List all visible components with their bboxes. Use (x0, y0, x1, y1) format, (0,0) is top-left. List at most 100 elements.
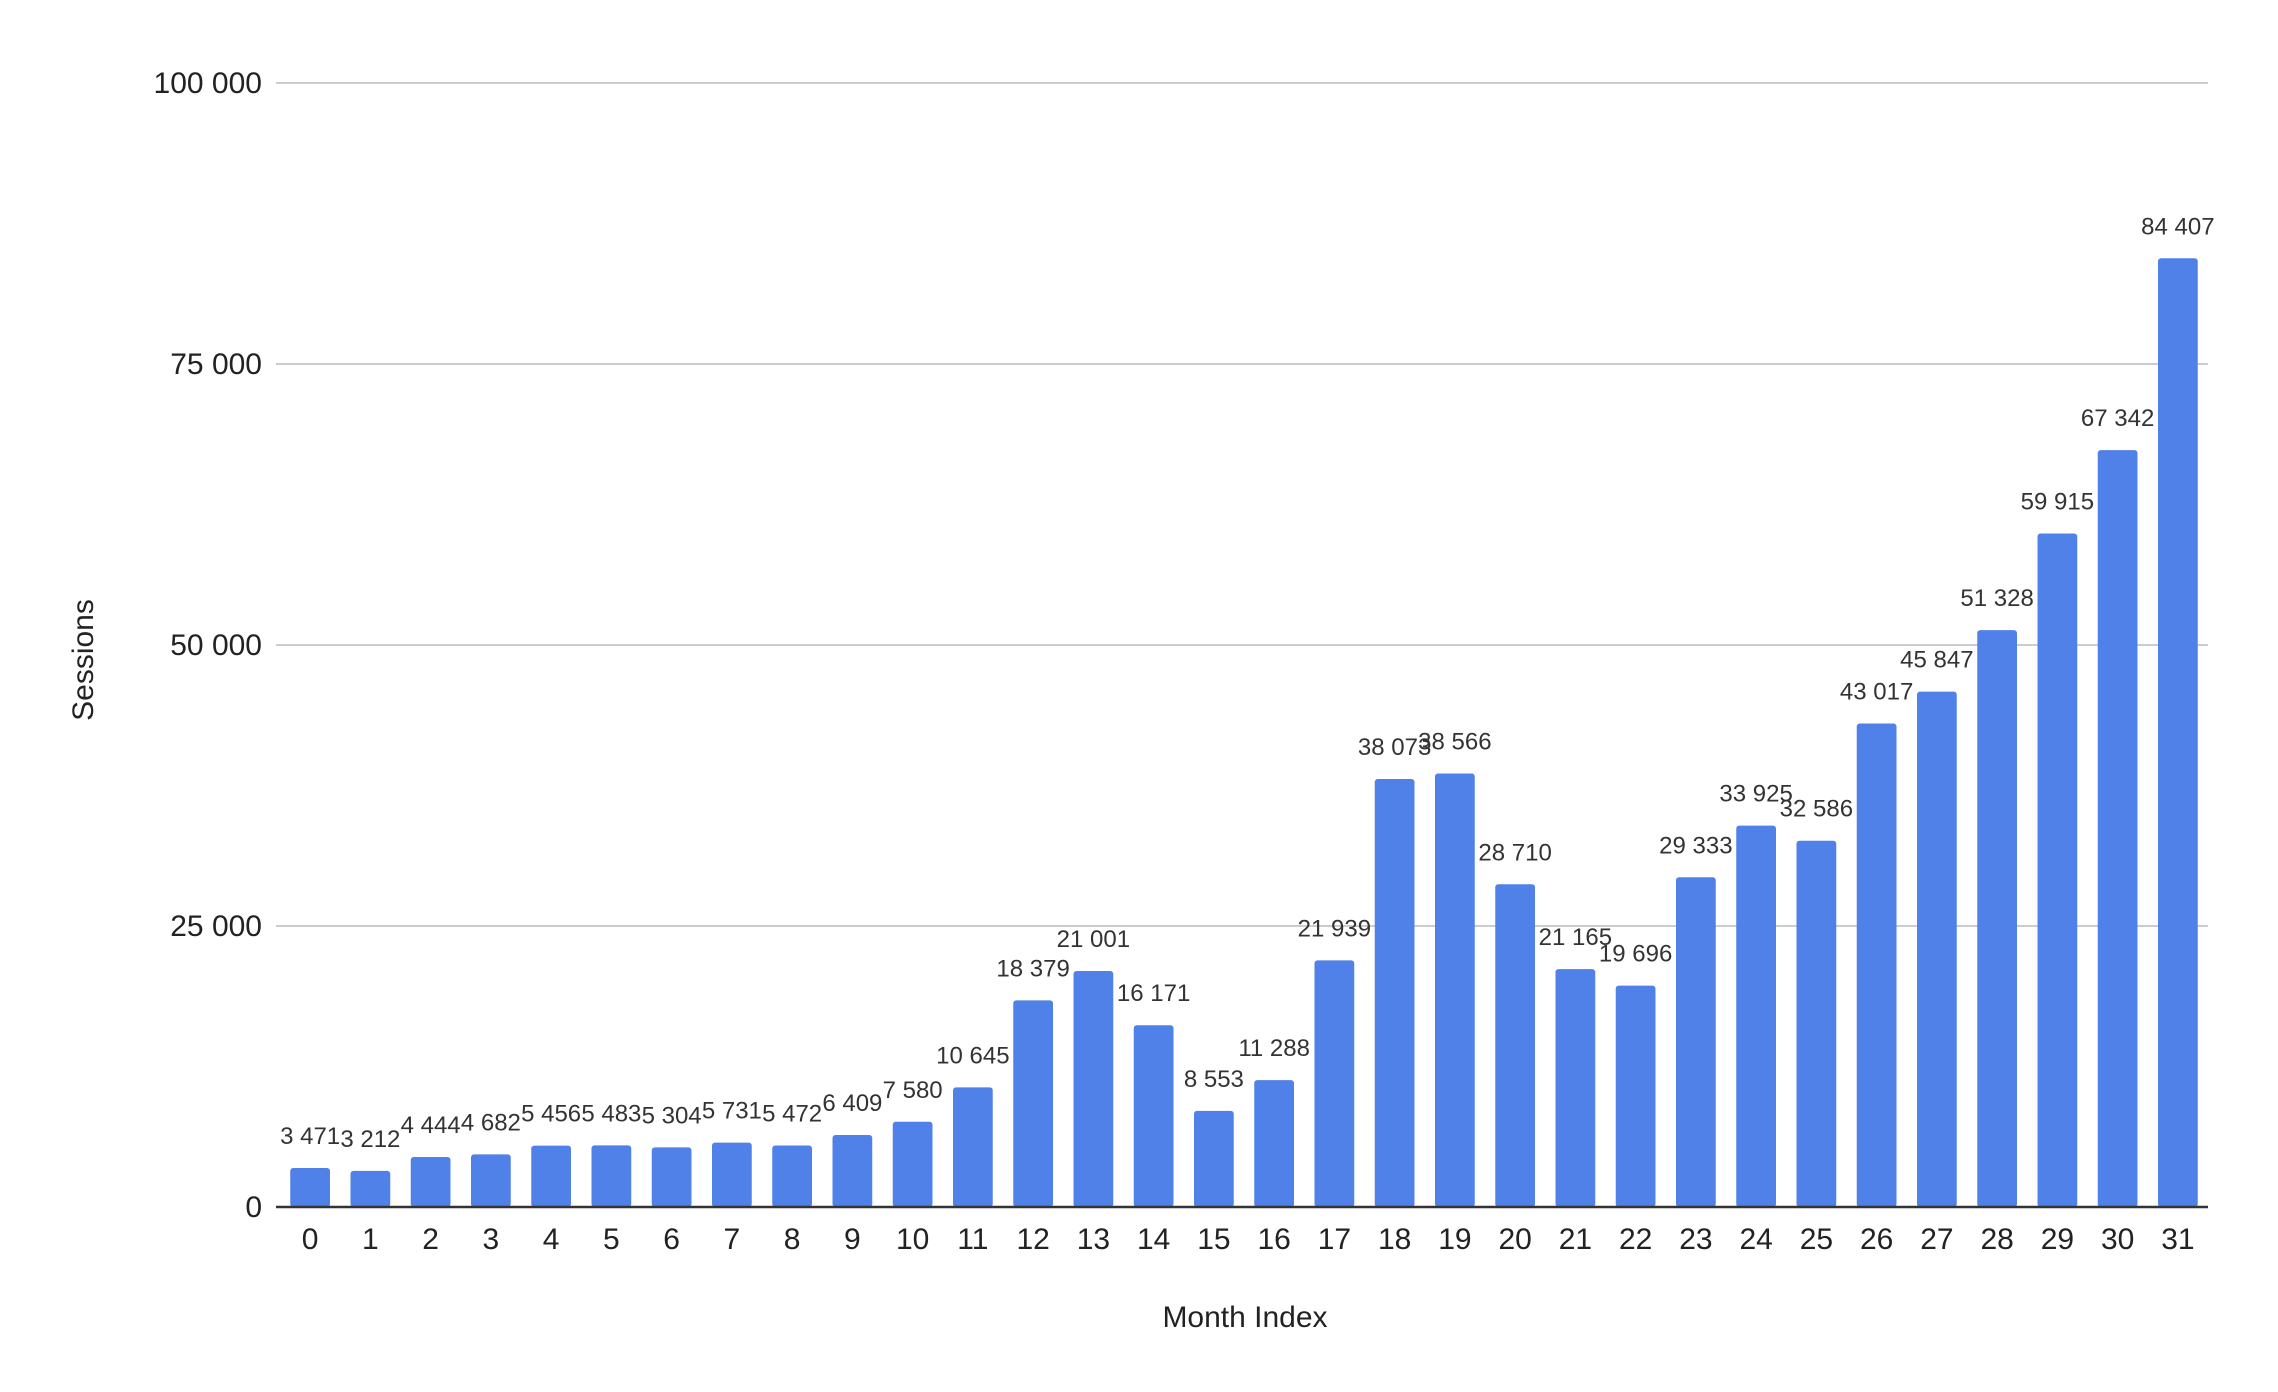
x-tick-label: 4 (543, 1223, 560, 1256)
bar (1916, 691, 1957, 1207)
bar (470, 1154, 511, 1207)
data-label: 3 212 (340, 1126, 400, 1153)
x-tick-label: 20 (1498, 1223, 1531, 1256)
data-label: 7 580 (883, 1077, 943, 1104)
y-tick-label: 0 (245, 1191, 262, 1224)
data-label: 21 001 (1057, 926, 1130, 953)
bar (1434, 773, 1475, 1207)
data-label: 8 553 (1184, 1066, 1244, 1093)
data-label: 18 379 (996, 955, 1069, 982)
y-axis-title: Sessions (67, 599, 100, 721)
data-label: 51 328 (1960, 585, 2033, 612)
x-tick-label: 26 (1860, 1223, 1893, 1256)
x-tick-label: 6 (663, 1223, 680, 1256)
x-tick-label: 2 (422, 1223, 439, 1256)
bar (832, 1134, 873, 1207)
x-tick-label: 14 (1137, 1223, 1170, 1256)
bar (892, 1121, 933, 1207)
x-tick-label: 8 (784, 1223, 801, 1256)
x-tick-label: 28 (1980, 1223, 2013, 1256)
bar (1615, 985, 1656, 1207)
data-label: 5 483 (581, 1100, 641, 1127)
x-tick-label: 27 (1920, 1223, 1953, 1256)
bar (1013, 1000, 1054, 1207)
x-tick-label: 16 (1257, 1223, 1290, 1256)
x-tick-label: 24 (1739, 1223, 1772, 1256)
x-tick-label: 0 (302, 1223, 319, 1256)
y-tick-label: 100 000 (154, 67, 262, 100)
bar (531, 1145, 572, 1207)
data-label: 67 342 (2081, 405, 2154, 432)
bars (290, 258, 2198, 1207)
data-label: 5 304 (642, 1102, 702, 1129)
data-label: 5 731 (702, 1098, 762, 1125)
data-label: 33 925 (1719, 781, 1792, 808)
data-label: 10 645 (936, 1042, 1009, 1069)
data-label: 43 017 (1840, 678, 1913, 705)
x-tick-label: 10 (896, 1223, 929, 1256)
bar (1977, 630, 2018, 1207)
bar (1495, 884, 1536, 1207)
data-label: 19 696 (1599, 941, 1672, 968)
data-label: 6 409 (822, 1090, 882, 1117)
data-label: 28 710 (1478, 839, 1551, 866)
x-tick-label: 30 (2101, 1223, 2134, 1256)
bar (2097, 450, 2138, 1207)
y-tick-label: 25 000 (170, 910, 262, 943)
bar (1675, 877, 1716, 1207)
bar (591, 1145, 632, 1207)
bar (1254, 1080, 1295, 1207)
bar (651, 1147, 692, 1207)
data-label: 5 472 (762, 1100, 822, 1127)
x-tick-label: 17 (1318, 1223, 1351, 1256)
data-label: 45 847 (1900, 647, 1973, 674)
bar (952, 1087, 993, 1207)
data-label: 32 586 (1780, 796, 1853, 823)
x-axis-title: Month Index (1162, 1301, 1327, 1334)
bar (1073, 970, 1114, 1207)
bar (1555, 969, 1596, 1207)
bar (2157, 258, 2198, 1207)
x-tick-label: 12 (1016, 1223, 1049, 1256)
bar (1736, 825, 1777, 1207)
x-tick-label: 5 (603, 1223, 620, 1256)
bar (1856, 723, 1897, 1207)
y-tick-label: 75 000 (170, 348, 262, 381)
x-tick-label: 19 (1438, 1223, 1471, 1256)
bar (1133, 1025, 1174, 1207)
x-tick-label: 11 (957, 1223, 988, 1256)
x-tick-label: 15 (1197, 1223, 1230, 1256)
bar (290, 1167, 331, 1207)
data-label: 3 471 (280, 1123, 340, 1150)
bar (350, 1170, 391, 1207)
x-tick-label: 29 (2041, 1223, 2074, 1256)
x-tick-label: 7 (724, 1223, 741, 1256)
x-tick-label: 1 (362, 1223, 379, 1256)
x-tick-label: 22 (1619, 1223, 1652, 1256)
data-label: 16 171 (1117, 980, 1190, 1007)
data-label: 21 939 (1298, 915, 1371, 942)
data-label: 5 456 (521, 1101, 581, 1128)
data-label: 29 333 (1659, 832, 1732, 859)
bar (711, 1142, 752, 1207)
x-tick-label: 31 (2161, 1223, 2194, 1256)
data-label: 38 566 (1418, 729, 1491, 756)
y-tick-label: 50 000 (170, 629, 262, 662)
data-label: 59 915 (2021, 489, 2094, 516)
bar (1314, 960, 1355, 1207)
data-label: 84 407 (2141, 213, 2214, 240)
x-tick-label: 21 (1559, 1223, 1592, 1256)
x-tick-label: 13 (1077, 1223, 1110, 1256)
data-label: 21 165 (1539, 924, 1612, 951)
x-tick-label: 23 (1679, 1223, 1712, 1256)
bar (1193, 1110, 1234, 1207)
bar (2037, 533, 2078, 1207)
x-tick-label: 18 (1378, 1223, 1411, 1256)
data-label: 4 444 (401, 1112, 461, 1139)
x-tick-label: 25 (1800, 1223, 1833, 1256)
bar (1374, 779, 1415, 1207)
x-tick-label: 9 (844, 1223, 861, 1256)
data-label: 4 682 (461, 1109, 521, 1136)
